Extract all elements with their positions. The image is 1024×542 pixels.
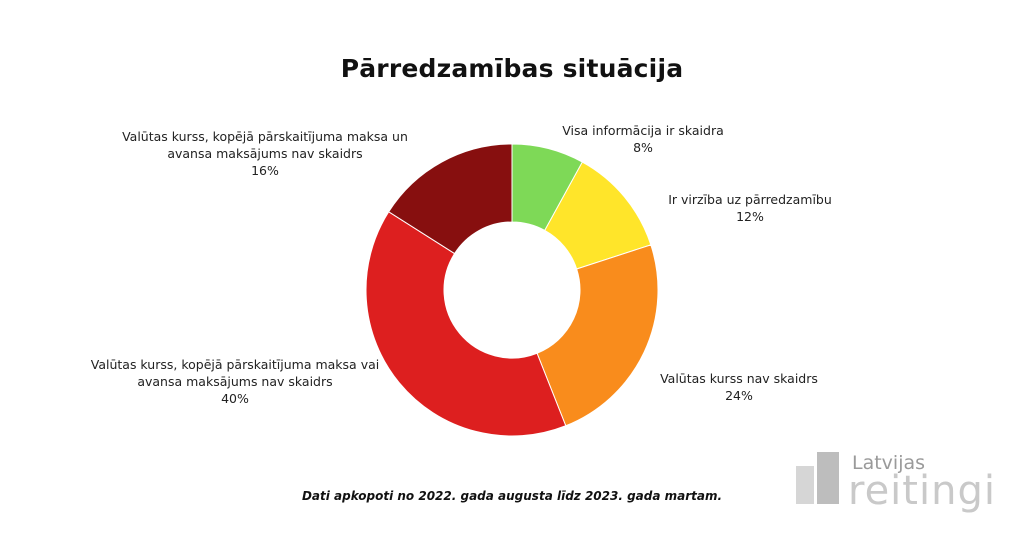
slice-label-visa-informacija: Visa informācija ir skaidra 8% — [523, 122, 763, 156]
slice-label-value: 40% — [221, 391, 249, 406]
logo-text-reitingi: reitingi — [848, 468, 996, 514]
slice-label-valutas-kurss: Valūtas kurss nav skaidrs 24% — [604, 370, 874, 404]
donut-slice-valutas-kurss-kopeja-parskaiti — [388, 143, 513, 255]
slice-label-text: Valūtas kurss, kopējā pārskaitījuma maks… — [90, 357, 380, 372]
latvijas-reitingi-logo: Latvijas reitingi — [796, 448, 1011, 518]
donut-slice-valutas-kurss-nav-skaidrs — [536, 244, 659, 427]
slice-label-text: avansa maksājums nav skaidrs — [167, 146, 363, 161]
slice-label-virziba: Ir virzība uz pārredzamību 12% — [615, 191, 885, 225]
slice-label-text: Valūtas kurss nav skaidrs — [660, 371, 818, 386]
donut-slice-valutas-kurss-kopeja-parskaiti — [365, 211, 567, 437]
footnote: Dati apkopoti no 2022. gada augusta līdz… — [301, 489, 723, 503]
logo-mark-icon — [796, 466, 814, 504]
slice-label-vai-avansa: Valūtas kurss, kopējā pārskaitījuma maks… — [50, 356, 420, 407]
slice-label-text: Visa informācija ir skaidra — [562, 123, 724, 138]
logo-mark-icon — [817, 452, 839, 504]
slice-label-value: 24% — [725, 388, 753, 403]
slice-label-text: Valūtas kurss, kopējā pārskaitījuma maks… — [122, 129, 408, 144]
slice-label-text: avansa maksājums nav skaidrs — [137, 374, 333, 389]
slice-label-value: 12% — [736, 209, 764, 224]
slice-label-value: 16% — [251, 163, 279, 178]
logo-text-latvijas: Latvijas — [852, 452, 926, 474]
slice-label-text: Ir virzība uz pārredzamību — [668, 192, 832, 207]
slice-label-value: 8% — [633, 140, 653, 155]
slice-label-un-avansa: Valūtas kurss, kopējā pārskaitījuma maks… — [80, 128, 450, 179]
chart-title: Pārredzamības situācija — [340, 54, 684, 83]
